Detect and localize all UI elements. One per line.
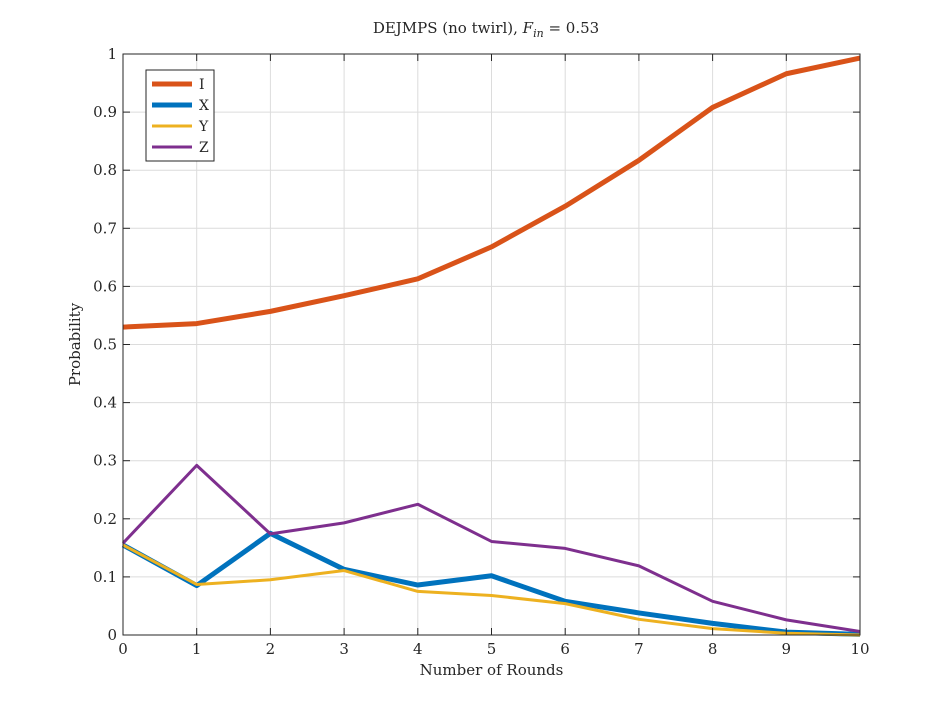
series-line-y [122, 543, 861, 637]
y-tick-label: 0.2 [93, 510, 117, 528]
y-tick-label: 0.8 [93, 161, 117, 179]
series-line-z [121, 463, 861, 633]
y-tick-label: 0.5 [93, 336, 117, 354]
x-tick-label: 7 [634, 640, 644, 658]
y-tick-label: 0.6 [93, 277, 117, 295]
legend-label-y: Y [198, 119, 209, 135]
chart-title: DEJMPS (no twirl), Fin = 0.53 [373, 19, 599, 40]
x-tick-label: 1 [192, 640, 202, 658]
x-tick-label: 6 [560, 640, 570, 658]
series-layer [121, 55, 861, 637]
y-axis-label: Probability [66, 302, 84, 386]
x-tick-label: 0 [118, 640, 128, 658]
x-tick-label: 10 [850, 640, 869, 658]
y-tick-label: 1 [107, 45, 117, 63]
y-tick-label: 0.7 [93, 219, 117, 237]
y-tick-label: 0.4 [93, 394, 117, 412]
ticks: 0 1 2 3 4 5 6 7 8 9 10 0 0.1 0.2 0.3 0.4 0.5 0.6 0.7 0.8 0.9… [93, 45, 869, 658]
x-tick-label: 5 [487, 640, 497, 658]
x-axis-label: Number of Rounds [420, 661, 564, 679]
x-tick-label: 4 [413, 640, 423, 658]
legend-label-x: X [199, 98, 209, 114]
x-tick-label: 2 [266, 640, 276, 658]
x-tick-label: 8 [708, 640, 718, 658]
x-tick-label: 9 [782, 640, 792, 658]
legend-label-z: Z [199, 140, 209, 156]
series-line-i [122, 55, 861, 330]
x-tick-label: 3 [339, 640, 349, 658]
y-tick-label: 0.9 [93, 103, 117, 121]
y-tick-label: 0 [107, 626, 117, 644]
y-tick-label: 0.1 [93, 568, 117, 586]
y-tick-label: 0.3 [93, 452, 117, 470]
series-line-x [121, 530, 861, 637]
grid [122, 53, 861, 636]
legend-label-i: I [199, 77, 205, 93]
